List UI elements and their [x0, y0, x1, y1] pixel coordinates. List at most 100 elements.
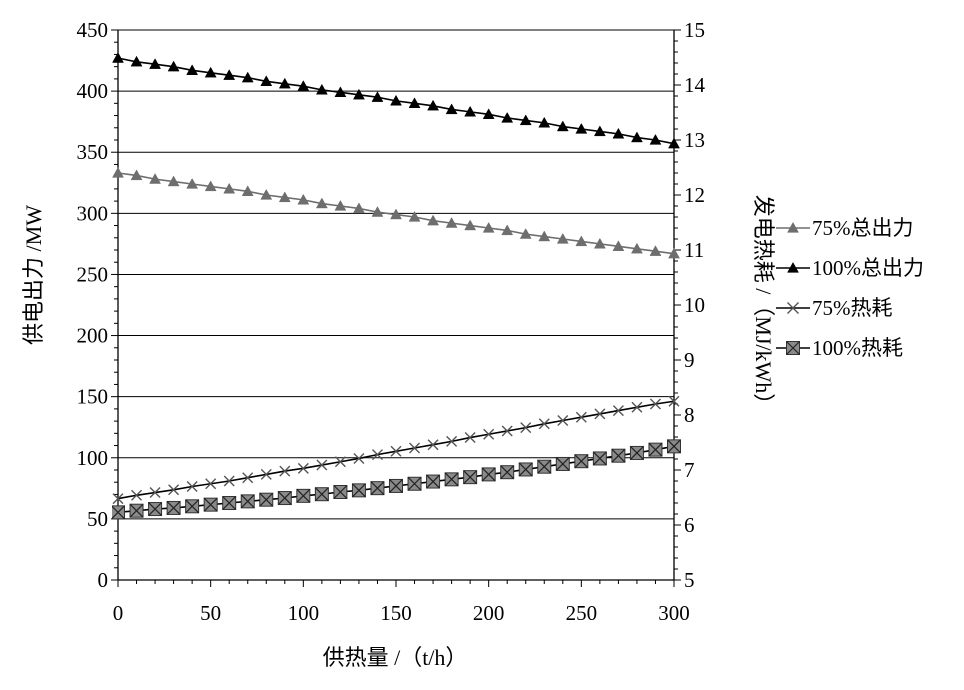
data-point	[334, 86, 347, 97]
data-point	[445, 217, 458, 228]
data-point	[370, 481, 385, 496]
data-point	[575, 122, 588, 134]
right-tick-label: 7	[684, 458, 695, 482]
data-point	[353, 202, 365, 214]
data-point	[648, 442, 663, 457]
left-tick-label: 0	[98, 568, 109, 592]
data-point	[464, 105, 477, 117]
data-point	[556, 232, 569, 244]
data-point	[464, 219, 477, 231]
data-point	[259, 492, 274, 507]
marker-cross	[112, 505, 125, 520]
data-point	[555, 456, 570, 471]
data-point	[167, 175, 180, 187]
left-tick-label: 350	[77, 140, 109, 164]
data-point	[464, 432, 476, 444]
data-point	[408, 210, 421, 222]
data-point	[556, 120, 569, 132]
data-point	[389, 478, 403, 493]
data-point	[223, 182, 236, 194]
left-axis-title: 供电出力 /MW	[21, 205, 46, 345]
marker-cross	[500, 465, 515, 480]
data-point	[112, 493, 124, 505]
marker-cross	[166, 501, 181, 515]
legend-item: 75%热耗	[776, 296, 893, 320]
left-tick-label: 300	[77, 201, 109, 225]
data-point	[575, 235, 588, 247]
data-point	[482, 108, 495, 119]
data-point	[593, 125, 606, 137]
data-point	[537, 459, 552, 474]
left-axis-ticks: 0 50 100 150 200 250 300 350 400 450	[77, 18, 118, 592]
marker-cross	[648, 442, 663, 457]
data-point	[483, 428, 495, 440]
right-tick-label: 6	[684, 513, 695, 537]
data-point	[205, 478, 217, 490]
data-point	[315, 83, 328, 95]
legend-marker	[786, 341, 800, 355]
data-point	[407, 476, 422, 491]
data-point	[260, 75, 273, 86]
data-point	[353, 88, 365, 100]
data-point	[445, 103, 458, 115]
data-point	[629, 445, 644, 460]
data-point	[649, 398, 661, 410]
data-point	[575, 411, 587, 423]
data-point	[277, 491, 292, 506]
data-point	[242, 472, 254, 484]
data-point	[446, 435, 458, 447]
data-point	[427, 214, 439, 226]
data-point	[297, 80, 310, 91]
data-point	[612, 240, 625, 251]
data-point	[520, 422, 532, 434]
data-point	[593, 237, 606, 249]
marker-cross	[407, 476, 422, 491]
marker-cross	[667, 439, 681, 454]
data-point	[611, 448, 626, 463]
left-tick-label: 50	[87, 507, 108, 531]
data-point	[427, 439, 439, 451]
marker-cross	[426, 474, 440, 489]
legend-marker	[787, 261, 799, 273]
marker-cross	[555, 457, 570, 471]
series-3	[112, 395, 680, 505]
data-point	[668, 247, 680, 259]
marker-cross	[444, 472, 459, 487]
data-point	[241, 185, 254, 196]
data-point	[168, 484, 180, 496]
right-tick-label: 12	[684, 183, 705, 207]
data-point	[316, 459, 328, 471]
data-point	[149, 58, 161, 69]
data-point	[519, 114, 532, 126]
data-point	[353, 452, 365, 464]
data-point	[501, 425, 513, 437]
data-point	[167, 60, 180, 72]
data-point	[444, 472, 459, 487]
marker-cross	[786, 341, 800, 355]
data-point	[390, 445, 402, 457]
data-point	[390, 208, 402, 220]
data-point	[538, 230, 551, 242]
legend-label: 100%热耗	[812, 336, 903, 360]
legend-label: 75%热耗	[812, 296, 893, 320]
data-point	[481, 467, 496, 482]
x-tick-label: 100	[288, 601, 320, 625]
x-tick-label: 250	[566, 601, 598, 625]
data-point	[371, 449, 383, 461]
series-layer	[112, 52, 681, 520]
data-point	[260, 188, 273, 200]
left-tick-label: 200	[77, 324, 109, 348]
data-point	[203, 497, 218, 512]
x-tick-label: 50	[200, 601, 221, 625]
marker-cross	[222, 496, 237, 510]
data-point	[631, 242, 643, 254]
data-point	[166, 500, 181, 515]
series-2	[112, 52, 680, 149]
data-point	[667, 439, 681, 454]
x-tick-label: 200	[473, 601, 505, 625]
left-tick-label: 400	[77, 79, 109, 103]
data-point	[131, 489, 143, 501]
legend-label: 100%总出力	[812, 256, 924, 280]
right-tick-label: 5	[684, 568, 695, 592]
series-4	[112, 439, 681, 520]
